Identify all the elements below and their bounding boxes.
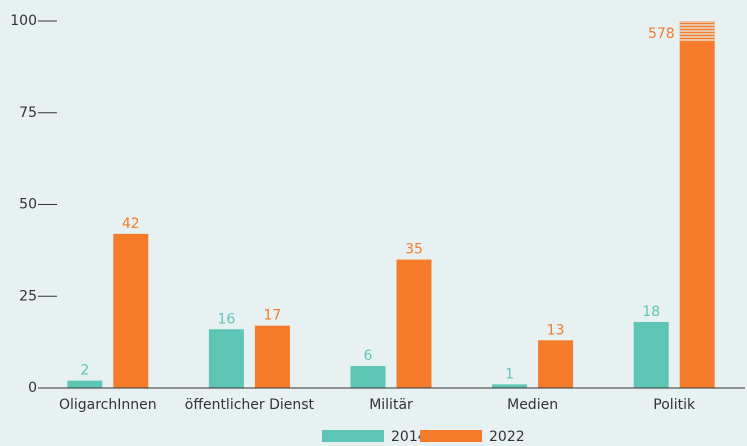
bar: [633, 321, 669, 388]
legend-label: 2022: [489, 429, 525, 445]
legend-swatch: [322, 430, 384, 442]
bar: [67, 380, 103, 388]
value-label: 6: [364, 348, 373, 364]
value-label: 35: [405, 242, 423, 258]
bar: [538, 340, 574, 388]
x-tick-label: OligarchInnen: [59, 397, 157, 413]
value-label: 1: [505, 366, 514, 382]
bar: [492, 384, 528, 388]
x-tick-label: Medien: [507, 397, 558, 413]
plot-area: [67, 21, 715, 388]
bar: [113, 233, 149, 388]
y-tick-label: 50: [19, 197, 37, 213]
x-tick-label: Politik: [653, 397, 696, 413]
y-tick-label: 100: [10, 13, 37, 29]
bar: [254, 325, 290, 388]
bar: [396, 259, 432, 388]
value-label: 42: [122, 216, 140, 232]
value-label: 2: [80, 363, 89, 379]
x-tick-label: öffentlicher Dienst: [185, 397, 315, 413]
bar: [350, 365, 386, 388]
value-label: 17: [263, 308, 281, 324]
value-label: 16: [217, 311, 235, 327]
value-label: 13: [547, 322, 565, 338]
x-tick-label: Militär: [369, 397, 413, 413]
legend-swatch: [420, 430, 482, 442]
bar: [679, 21, 715, 388]
y-tick-label: 25: [19, 288, 37, 304]
value-label: 18: [642, 304, 660, 320]
bar: [208, 329, 244, 388]
y-tick-label: 0: [28, 380, 37, 396]
y-tick-label: 75: [19, 105, 37, 121]
value-label: 578: [648, 26, 675, 42]
legend-label: 2014: [391, 429, 427, 445]
